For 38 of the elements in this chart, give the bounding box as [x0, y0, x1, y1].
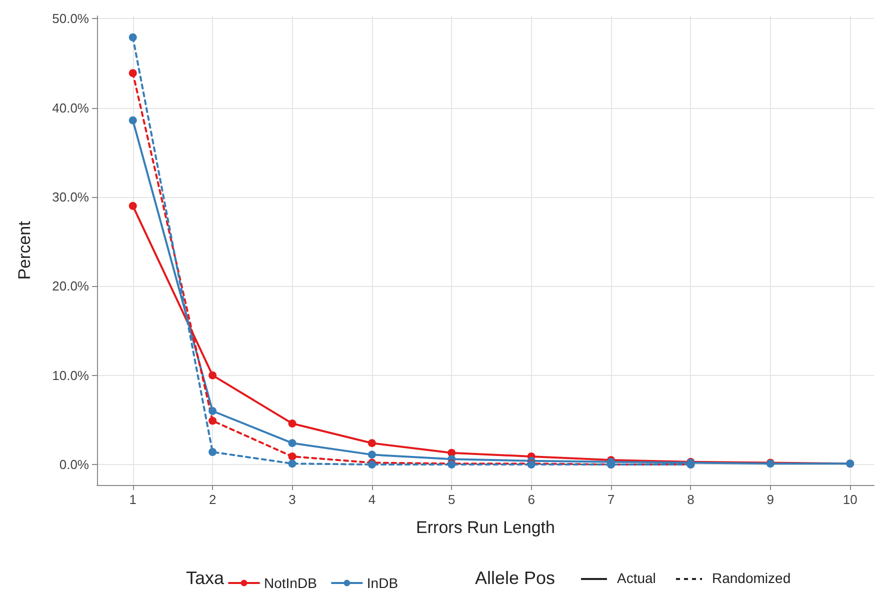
point [368, 450, 376, 459]
text: Actual [617, 570, 656, 586]
legend-label: NotInDB [264, 575, 317, 591]
x-tick-label: 1 [129, 492, 136, 507]
x-tick-label: 10 [842, 492, 858, 507]
y-tick-label: 0.0% [59, 456, 90, 472]
point [208, 406, 217, 415]
legend-title: Taxa [186, 568, 226, 588]
x-tick-label: 2 [208, 492, 216, 507]
y-tick-label: 10.0% [52, 368, 90, 383]
point [128, 202, 137, 210]
legend-label: InDB [366, 575, 398, 591]
point [128, 69, 137, 78]
x-tick-label: 5 [448, 492, 456, 507]
point [288, 452, 296, 460]
point [288, 439, 296, 448]
y-tick-label: 20.0% [52, 278, 90, 294]
point [208, 448, 217, 456]
point [128, 116, 137, 124]
x-tick-label: 3 [288, 492, 296, 507]
point [288, 460, 296, 468]
y-tick-label: 40.0% [52, 100, 90, 116]
y-tick-label: 50.0% [52, 11, 90, 26]
x-tick-label: 4 [368, 492, 376, 507]
x-tick-label: 8 [687, 492, 694, 507]
y-axis-title: Percent [15, 220, 34, 280]
text: Allele Pos [475, 568, 556, 588]
point [208, 371, 217, 380]
point [368, 439, 376, 448]
y-tick-label: 30.0% [52, 190, 90, 204]
x-tick-label: 6 [528, 492, 535, 507]
point [128, 33, 137, 42]
text: Randomized [712, 570, 791, 586]
x-axis-title: Errors Run Length [416, 518, 555, 537]
point [208, 416, 217, 425]
x-tick-label: 9 [766, 492, 774, 507]
point [288, 419, 296, 428]
x-tick-label: 7 [607, 492, 615, 507]
